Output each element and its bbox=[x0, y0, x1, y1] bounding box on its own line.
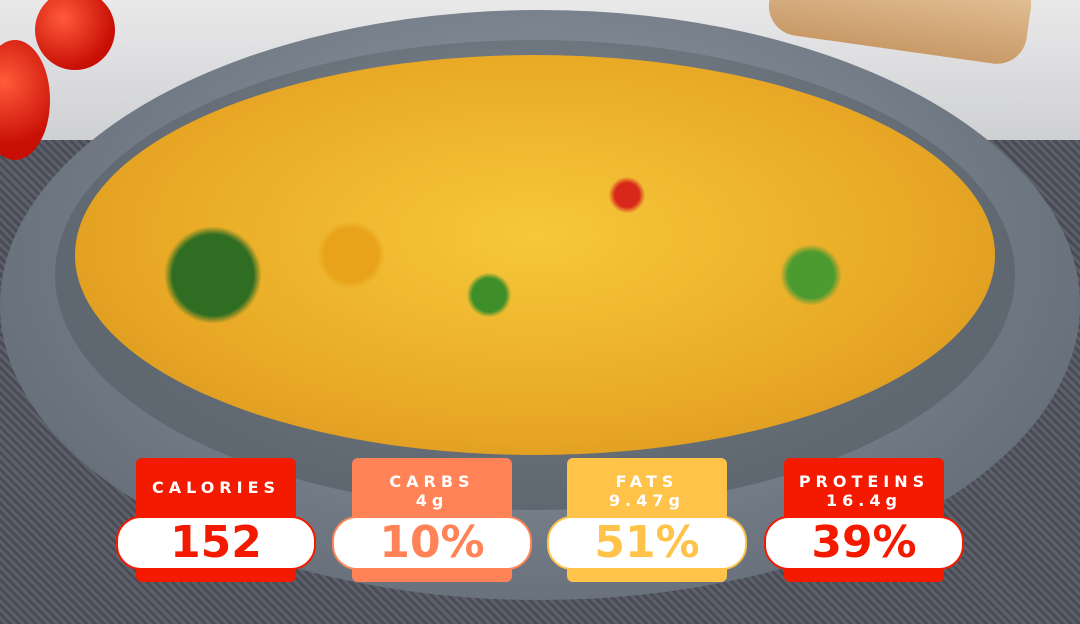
calories-value: 152 bbox=[116, 516, 316, 570]
fats-badge: FATS 9.47g 51% bbox=[547, 458, 747, 582]
proteins-label: PROTEINS 16.4g bbox=[798, 472, 930, 510]
calories-badge: CALORIES 152 bbox=[116, 458, 316, 582]
carbs-grams: 4g bbox=[415, 491, 449, 510]
fats-label: FATS 9.47g bbox=[609, 472, 685, 510]
tomato-image bbox=[35, 0, 115, 70]
carbs-label: CARBS 4g bbox=[389, 472, 475, 510]
fats-grams: 9.47g bbox=[609, 491, 685, 510]
carbs-badge: CARBS 4g 10% bbox=[332, 458, 532, 582]
proteins-grams: 16.4g bbox=[826, 491, 902, 510]
proteins-percent: 39% bbox=[764, 516, 964, 570]
calories-label: CALORIES bbox=[151, 478, 281, 497]
proteins-badge: PROTEINS 16.4g 39% bbox=[764, 458, 964, 582]
tofu-scramble-image bbox=[75, 55, 995, 455]
carbs-percent: 10% bbox=[332, 516, 532, 570]
fats-percent: 51% bbox=[547, 516, 747, 570]
